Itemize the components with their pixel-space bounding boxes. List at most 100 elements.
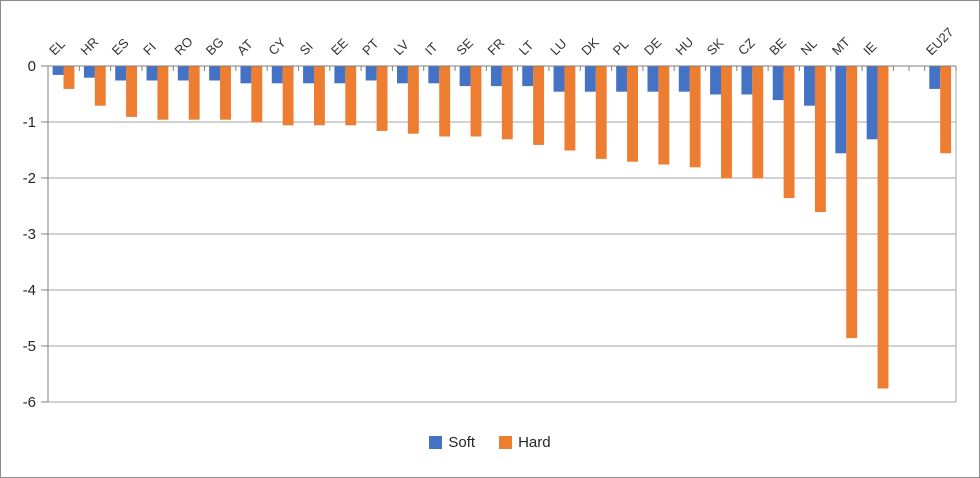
bar-soft-sk bbox=[710, 66, 722, 95]
x-axis-category-label: FI bbox=[140, 39, 159, 58]
x-axis-category-label: PT bbox=[359, 36, 381, 58]
bar-soft-mt bbox=[835, 66, 847, 154]
bar-hard-ee bbox=[345, 66, 357, 126]
bar-hard-pl bbox=[627, 66, 638, 162]
bar-hard-el bbox=[63, 66, 75, 89]
x-axis-category-label: IT bbox=[422, 39, 441, 58]
bar-hard-lv bbox=[407, 66, 419, 134]
x-axis-category-label: BG bbox=[203, 34, 227, 58]
bar-hard-pt bbox=[376, 66, 388, 131]
x-axis-category-label: FR bbox=[485, 35, 508, 58]
x-axis-category-label: BE bbox=[766, 35, 789, 58]
bar-soft-it bbox=[428, 66, 440, 84]
bar-soft-lv bbox=[397, 66, 408, 84]
bar-hard-eu27 bbox=[940, 66, 952, 154]
x-axis-category-label: EE bbox=[328, 35, 351, 58]
bar-soft-si bbox=[303, 66, 314, 84]
x-axis-category-label: LV bbox=[391, 37, 412, 58]
bar-soft-es bbox=[115, 66, 127, 81]
bar-hard-cy bbox=[282, 66, 294, 126]
x-axis-category-label: EL bbox=[46, 36, 68, 58]
bar-hard-nl bbox=[814, 66, 826, 213]
legend-label-soft: Soft bbox=[448, 434, 476, 451]
bar-soft-ee bbox=[334, 66, 346, 84]
x-axis-category-label: DK bbox=[578, 35, 602, 59]
y-axis-tick-label: -4 bbox=[23, 282, 36, 299]
legend-swatch-hard-icon bbox=[499, 436, 513, 449]
x-axis-category-label: LU bbox=[547, 36, 569, 58]
bar-hard-fi bbox=[157, 66, 169, 120]
bar-soft-nl bbox=[804, 66, 815, 106]
x-axis-category-label: CZ bbox=[735, 35, 758, 58]
x-axis-category-label: ES bbox=[109, 35, 132, 58]
bar-hard-hu bbox=[689, 66, 701, 168]
y-axis-tick-label: -5 bbox=[23, 338, 36, 355]
y-axis-tick-label: 0 bbox=[28, 58, 36, 75]
bar-hard-fr bbox=[501, 66, 513, 140]
bar-soft-fr bbox=[490, 66, 502, 87]
x-axis-category-label: DE bbox=[641, 35, 665, 59]
bar-soft-lu bbox=[553, 66, 565, 92]
x-axis-category-label: EU27 bbox=[923, 25, 957, 59]
bar-hard-bg bbox=[220, 66, 231, 120]
bar-hard-sk bbox=[721, 66, 732, 179]
bar-hard-cz bbox=[752, 66, 764, 179]
x-axis-category-label: SE bbox=[453, 35, 476, 58]
bar-soft-de bbox=[647, 66, 659, 92]
bar-soft-pl bbox=[616, 66, 628, 92]
bar-soft-fi bbox=[146, 66, 158, 81]
bar-hard-it bbox=[439, 66, 451, 137]
bar-hard-be bbox=[783, 66, 795, 199]
legend-label-hard: Hard bbox=[518, 434, 551, 451]
legend-swatch-soft-icon bbox=[429, 436, 443, 449]
x-axis-category-label: SI bbox=[297, 39, 316, 58]
bar-chart-plot: 0 -1 -2 -3 -4 -5 -6 EL HR ES FI RO BG AT CY SI EE PT LV IT S… bbox=[23, 25, 957, 411]
x-axis-category-label: NL bbox=[798, 36, 820, 58]
bar-hard-dk bbox=[595, 66, 607, 159]
bar-hard-lt bbox=[533, 66, 545, 145]
y-axis-tick-label: -2 bbox=[23, 170, 36, 187]
bar-hard-mt bbox=[846, 66, 858, 339]
bar-soft-el bbox=[52, 66, 64, 75]
bar-soft-cz bbox=[741, 66, 753, 95]
bar-soft-cy bbox=[271, 66, 283, 84]
bar-hard-ie bbox=[877, 66, 889, 389]
bar-soft-hr bbox=[83, 66, 95, 78]
bar-soft-ro bbox=[177, 66, 189, 81]
chart-legend: Soft Hard bbox=[1, 434, 979, 451]
bar-hard-de bbox=[658, 66, 670, 165]
bar-hard-se bbox=[470, 66, 482, 137]
bar-soft-ie bbox=[866, 66, 878, 140]
x-axis-category-label: IE bbox=[860, 39, 880, 59]
y-axis-tick-label: -6 bbox=[23, 394, 36, 411]
legend-item-hard: Hard bbox=[499, 434, 551, 451]
x-axis-category-label: LT bbox=[516, 37, 537, 58]
bar-hard-at bbox=[251, 66, 263, 123]
bar-hard-ro bbox=[188, 66, 200, 120]
bar-soft-lt bbox=[522, 66, 534, 87]
bar-soft-se bbox=[459, 66, 471, 87]
bar-soft-be bbox=[772, 66, 784, 101]
bar-hard-lu bbox=[564, 66, 576, 151]
bar-soft-hu bbox=[678, 66, 690, 92]
x-axis-category-label: CY bbox=[265, 35, 289, 59]
bar-soft-pt bbox=[365, 66, 377, 81]
bar-soft-at bbox=[240, 66, 252, 84]
y-axis-tick-label: -1 bbox=[23, 114, 36, 131]
legend-item-soft: Soft bbox=[429, 434, 475, 451]
bar-soft-bg bbox=[209, 66, 221, 81]
x-axis-category-label: HU bbox=[672, 34, 696, 58]
x-axis-category-label: PL bbox=[610, 36, 632, 58]
bar-hard-si bbox=[313, 66, 325, 126]
x-axis-category-label: HR bbox=[77, 34, 101, 58]
y-axis-tick-label: -3 bbox=[23, 226, 36, 243]
bar-soft-eu27 bbox=[929, 66, 941, 89]
bar-hard-es bbox=[126, 66, 138, 117]
bar-soft-dk bbox=[584, 66, 596, 92]
x-axis-category-label: RO bbox=[171, 34, 195, 58]
bar-hard-hr bbox=[94, 66, 106, 106]
x-axis-category-label: MT bbox=[829, 34, 853, 58]
x-axis-category-label: AT bbox=[234, 36, 256, 58]
x-axis-category-label: SK bbox=[704, 35, 727, 58]
